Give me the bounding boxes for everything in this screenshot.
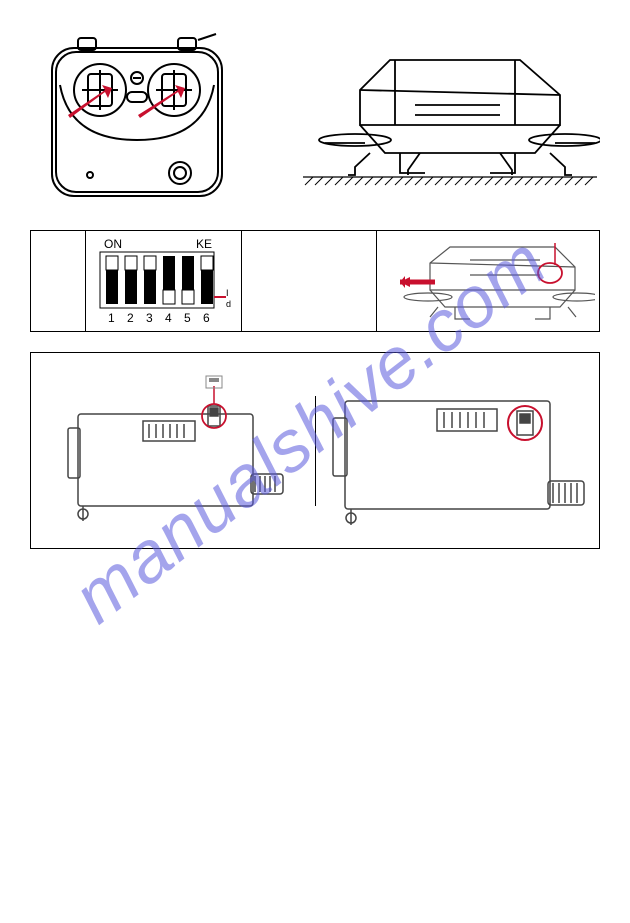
remote-controller-illustration [30,30,245,205]
receiver-row [30,352,600,549]
receiver-module-left [43,366,303,536]
row-cell-1 [31,231,86,331]
dip-arrow-text1: I [226,288,229,298]
receiver-left-cell [31,353,315,548]
dip-ke-label: KE [196,237,212,251]
drone-battery-cell [377,231,599,331]
dip-num-2: 2 [127,311,134,325]
dip-arrow-text2: d [226,299,231,309]
row-cell-3 [242,231,376,331]
dip-switch-diagram: ON KE [86,234,241,329]
dip-num-6: 6 [203,311,210,325]
drone-side-illustration [300,45,600,190]
drone-battery-remove-diagram [380,235,595,327]
dip-on-label: ON [104,237,122,251]
receiver-right-cell [316,353,600,548]
dip-num-1: 1 [108,311,115,325]
receiver-module-right [317,363,597,538]
dip-num-4: 4 [165,311,172,325]
dip-num-3: 3 [146,311,153,325]
dip-num-5: 5 [184,311,191,325]
dip-and-battery-row: ON KE [30,230,600,332]
dip-switch-cell: ON KE [86,231,242,331]
